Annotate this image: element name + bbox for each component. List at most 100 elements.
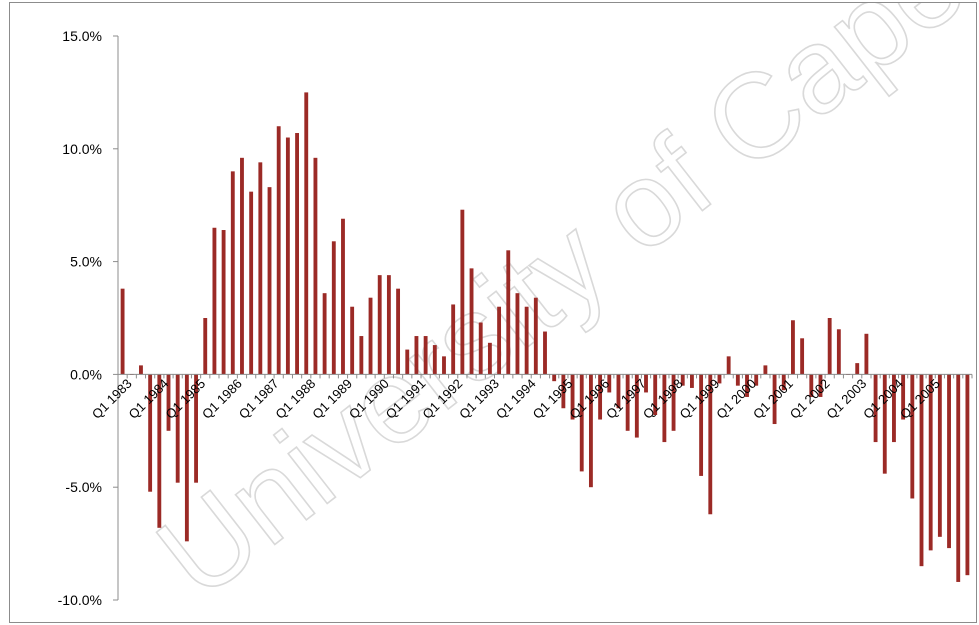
bar [285,137,290,375]
bar [460,209,465,375]
bar [368,297,373,375]
x-tick-label: Q1 1995 [530,376,576,422]
bar [561,374,566,409]
bar [570,374,575,420]
bar [240,157,244,375]
bar [533,297,538,375]
bar [524,306,529,375]
bar [919,374,924,567]
chart-frame: University of Cape Town 15.0%10.0%5.0%0.… [9,2,977,623]
bar [625,374,630,431]
bar [212,227,217,375]
bars [120,92,970,582]
bar [901,374,906,420]
bar [873,374,878,443]
x-tick-label: Q1 1986 [199,376,245,422]
bar [772,374,777,425]
bar [607,374,612,393]
bar [478,322,483,375]
bar [295,133,299,375]
bar [690,374,694,388]
bar [937,374,942,537]
bar [662,374,667,443]
bar [616,374,621,409]
y-tick-label: -5.0% [65,479,102,495]
bar [543,331,547,375]
bar [350,306,355,375]
bar [754,374,759,386]
bar [313,157,318,375]
bar [230,171,235,375]
bar [377,275,382,375]
bar [451,304,456,375]
bar [405,349,410,375]
bar [304,92,309,375]
bar [203,318,208,375]
bar [331,241,336,375]
bar [386,275,391,375]
bar [506,250,511,375]
bar [148,374,153,492]
x-tick-label: Q1 2003 [823,376,869,422]
bar [267,187,272,375]
y-tick-label: 5.0% [70,254,102,270]
y-tick-label: -10.0% [58,592,102,608]
bar [671,374,676,431]
bar [552,374,557,382]
bar [947,374,951,549]
bar [414,336,419,375]
bar [745,374,749,397]
bar [836,329,841,375]
bar [579,374,584,472]
bar [800,338,805,375]
bar [515,293,520,375]
bar [588,374,593,488]
bar [423,336,428,375]
bar [175,374,180,483]
bar [139,365,143,375]
bar [194,374,198,483]
bar [699,374,704,476]
x-tick-label: Q1 1983 [89,376,135,422]
bar [781,374,786,391]
bar [965,374,970,576]
bar [469,268,474,375]
chart-svg: University of Cape Town 15.0%10.0%5.0%0.… [58,3,976,622]
bar [708,374,713,515]
bar [956,374,961,582]
bar [166,374,171,431]
bar [341,218,345,375]
bar [855,363,860,375]
bar [910,374,915,499]
y-axis: 15.0% 10.0% 5.0% 0.0% -5.0% -10.0% [58,28,119,608]
bar [763,365,768,375]
bar [598,374,603,420]
bar [726,356,731,375]
bar [322,293,327,375]
bar [892,374,896,443]
y-tick-label: 15.0% [62,28,102,44]
bar [184,374,189,542]
bar [882,374,887,474]
bar [634,374,639,438]
bar [396,288,401,375]
bar [497,306,502,375]
y-tick-label: 10.0% [62,141,102,157]
bar [487,342,492,375]
bar [258,162,263,375]
bar [249,191,254,375]
bar [644,374,648,393]
bar [818,374,823,397]
bar [276,126,281,375]
bar [432,345,437,375]
bar [221,230,226,375]
bar [827,318,832,375]
bar [717,374,722,384]
bar [791,320,795,375]
y-tick-label: 0.0% [70,366,102,382]
bar [653,374,658,416]
bar [157,374,162,528]
bar [359,336,364,375]
bar [120,288,125,375]
bar [680,374,685,386]
